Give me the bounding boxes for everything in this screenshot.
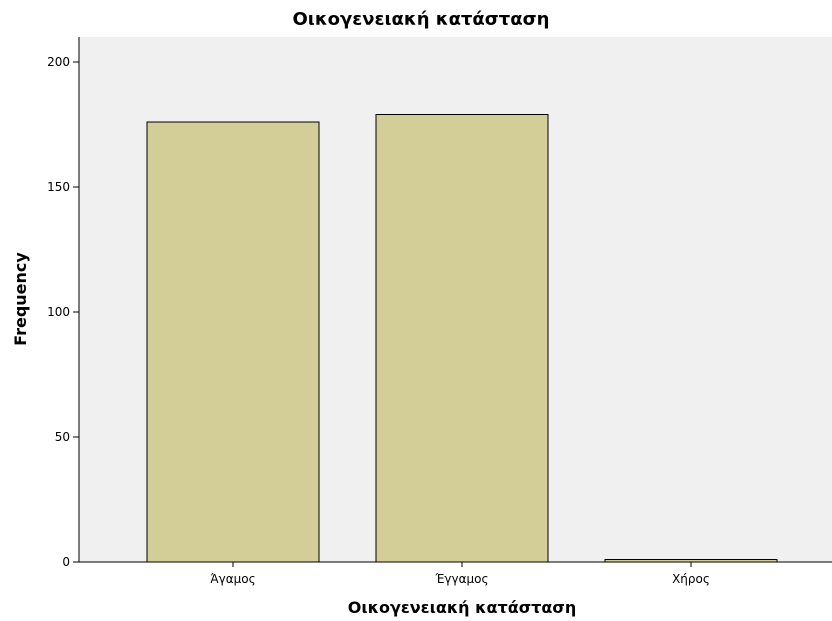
chart-title: Οικογενειακή κατάσταση — [293, 9, 550, 30]
bar-1 — [146, 121, 320, 563]
y-tick-label: 0 — [62, 555, 70, 569]
y-tick-label: 200 — [47, 55, 70, 69]
y-tick-label: 150 — [47, 180, 70, 194]
y-axis: 0 50 100 150 200 — [47, 37, 80, 569]
y-tick-label: 100 — [47, 305, 70, 319]
x-axis-title: Οικογενειακή κατάσταση — [348, 598, 576, 617]
bar-2 — [375, 114, 549, 563]
y-axis-title: Frequency — [11, 252, 30, 346]
x-tick-label: Έγγαμος — [434, 572, 488, 586]
x-axis: Άγαμος Έγγαμος Χήρος — [79, 561, 832, 586]
x-tick-label: Άγαμος — [210, 572, 255, 586]
y-tick-label: 50 — [55, 430, 70, 444]
bars-group — [146, 114, 778, 563]
x-tick-label: Χήρος — [672, 572, 710, 586]
